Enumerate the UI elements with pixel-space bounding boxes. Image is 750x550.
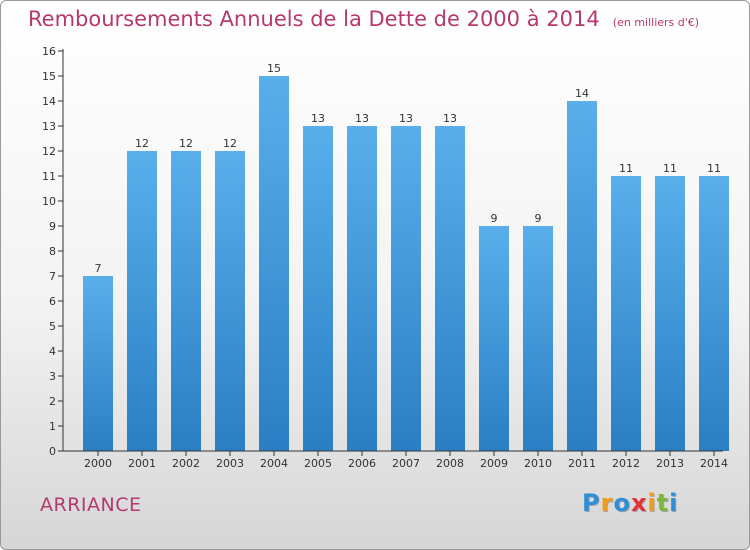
- x-tick-label-2014: 2014: [700, 457, 728, 470]
- data-label-2014: 11: [707, 162, 721, 175]
- y-tick-label: 3: [49, 370, 56, 383]
- y-tick-label: 2: [49, 395, 56, 408]
- data-label-2009: 9: [491, 212, 498, 225]
- y-tick-label: 6: [49, 295, 56, 308]
- y-tick-label: 15: [42, 70, 56, 83]
- x-tick-label-2001: 2001: [128, 457, 156, 470]
- bar-2001: [127, 151, 157, 451]
- y-tick-label: 0: [49, 445, 56, 458]
- data-label-2007: 13: [399, 112, 413, 125]
- data-label-2006: 13: [355, 112, 369, 125]
- x-tick-label-2009: 2009: [480, 457, 508, 470]
- x-tick-label-2010: 2010: [524, 457, 552, 470]
- y-tick-label: 8: [49, 245, 56, 258]
- x-tick-label-2002: 2002: [172, 457, 200, 470]
- y-tick-label: 10: [42, 195, 56, 208]
- y-tick-label: 14: [42, 95, 56, 108]
- x-tick-label-2013: 2013: [656, 457, 684, 470]
- bar-2005: [303, 126, 333, 451]
- logo-letter: i: [647, 489, 657, 517]
- bar-2008: [435, 126, 465, 451]
- bar-2009: [479, 226, 509, 451]
- y-tick-label: 1: [49, 420, 56, 433]
- logo-letter: P: [582, 489, 601, 517]
- x-tick-label-2006: 2006: [348, 457, 376, 470]
- x-tick-label-2003: 2003: [216, 457, 244, 470]
- x-tick-label-2008: 2008: [436, 457, 464, 470]
- data-label-2012: 11: [619, 162, 633, 175]
- data-label-2013: 11: [663, 162, 677, 175]
- y-tick-label: 13: [42, 120, 56, 133]
- bar-2013: [655, 176, 685, 451]
- bar-2004: [259, 76, 289, 451]
- chart-unit-note: (en milliers d'€): [612, 16, 700, 29]
- x-tick-label-2000: 2000: [84, 457, 112, 470]
- data-label-2011: 14: [575, 87, 589, 100]
- bars: 7 12 12 12 15 13 13 13 13 9 9 14 11 11 11: [83, 62, 729, 451]
- data-label-2004: 15: [267, 62, 281, 75]
- y-tick-label: 9: [49, 220, 56, 233]
- x-tick-label-2007: 2007: [392, 457, 420, 470]
- y-tick-label: 16: [42, 45, 56, 58]
- data-label-2003: 12: [223, 137, 237, 150]
- data-label-2000: 7: [95, 262, 102, 275]
- y-tick-label: 5: [49, 320, 56, 333]
- bar-2002: [171, 151, 201, 451]
- x-tick-label-2011: 2011: [568, 457, 596, 470]
- logo-letter: t: [656, 489, 670, 517]
- bar-2014: [699, 176, 729, 451]
- data-label-2002: 12: [179, 137, 193, 150]
- bar-2010: [523, 226, 553, 451]
- y-tick-label: 7: [49, 270, 56, 283]
- y-tick-label: 4: [49, 345, 56, 358]
- y-tick-label: 12: [42, 145, 56, 158]
- data-label-2001: 12: [135, 137, 149, 150]
- data-label-2005: 13: [311, 112, 325, 125]
- commune-name: ARRIANCE: [40, 494, 142, 516]
- logo-letter: r: [600, 489, 614, 517]
- y-tick-label: 11: [42, 170, 56, 183]
- bar-2003: [215, 151, 245, 451]
- bar-2012: [611, 176, 641, 451]
- x-tick-label-2004: 2004: [260, 457, 288, 470]
- bar-2006: [347, 126, 377, 451]
- chart-title-text: Remboursements Annuels de la Dette de 20…: [28, 7, 600, 31]
- x-axis: 2000 2001 2002 2003 2004 2005 2006 2007 2008 2009…: [63, 450, 728, 470]
- bar-2007: [391, 126, 421, 451]
- x-tick-label-2012: 2012: [612, 457, 640, 470]
- logo-letter: i: [669, 489, 679, 517]
- data-label-2010: 9: [535, 212, 542, 225]
- x-tick-label-2005: 2005: [304, 457, 332, 470]
- logo-letter: x: [630, 489, 648, 517]
- logo-letter: o: [613, 489, 631, 517]
- proxiti-logo: Proxiti: [582, 489, 678, 517]
- data-label-2008: 13: [443, 112, 457, 125]
- chart-title: Remboursements Annuels de la Dette de 20…: [28, 7, 699, 31]
- bar-2011: [567, 101, 597, 451]
- bar-2000: [83, 276, 113, 451]
